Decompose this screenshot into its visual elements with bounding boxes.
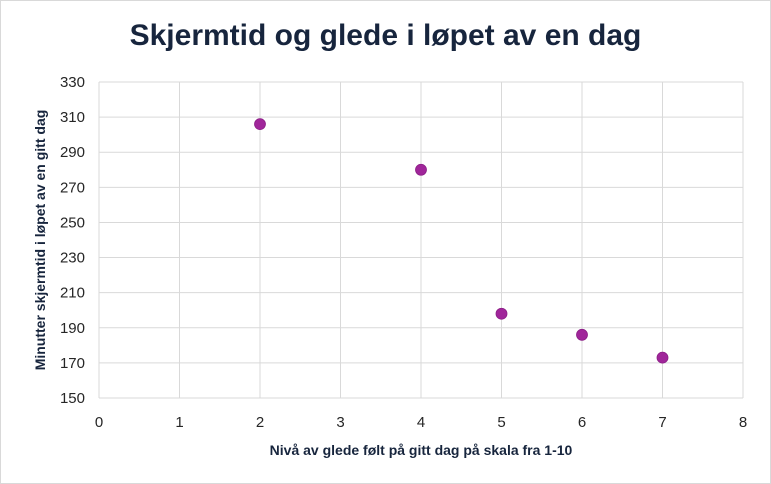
y-tick-label: 210: [60, 285, 85, 302]
y-tick-label: 230: [60, 250, 85, 267]
grid-lines: [98, 81, 744, 399]
y-tick-label: 190: [60, 320, 85, 337]
x-tick-label: 7: [658, 414, 666, 431]
x-axis-label: Nivå av glede følt på gitt dag på skala …: [270, 442, 573, 458]
y-tick-label: 170: [60, 355, 85, 372]
data-point: [495, 307, 508, 320]
x-tick-label: 2: [256, 414, 264, 431]
y-tick-label: 330: [60, 74, 85, 91]
x-tick-label: 3: [336, 414, 344, 431]
y-axis-label: Minutter skjermtid i løpet av en gitt da…: [32, 110, 48, 371]
data-points: [254, 118, 669, 364]
x-tick-label: 6: [578, 414, 586, 431]
chart-title: Skjermtid og glede i løpet av en dag: [129, 19, 642, 52]
y-tick-label: 250: [60, 214, 85, 231]
data-point: [254, 118, 266, 131]
x-tick-label: 8: [739, 414, 747, 431]
y-tick-label: 310: [60, 109, 85, 126]
x-tick-label: 4: [417, 414, 425, 431]
x-tick-label: 1: [175, 414, 183, 431]
x-axis-ticks: 0 1 2 3 4 5 6 7 8: [95, 414, 747, 431]
x-tick-label: 0: [95, 414, 103, 431]
x-tick-label: 5: [497, 414, 505, 431]
y-tick-label: 150: [60, 390, 85, 407]
y-axis-ticks: 150 170 190 210 230 250 270 290 310 330: [60, 74, 85, 407]
data-point: [576, 328, 588, 341]
y-tick-label: 270: [60, 179, 85, 196]
y-tick-label: 290: [60, 144, 85, 161]
data-point: [656, 351, 669, 364]
data-point: [415, 163, 427, 176]
